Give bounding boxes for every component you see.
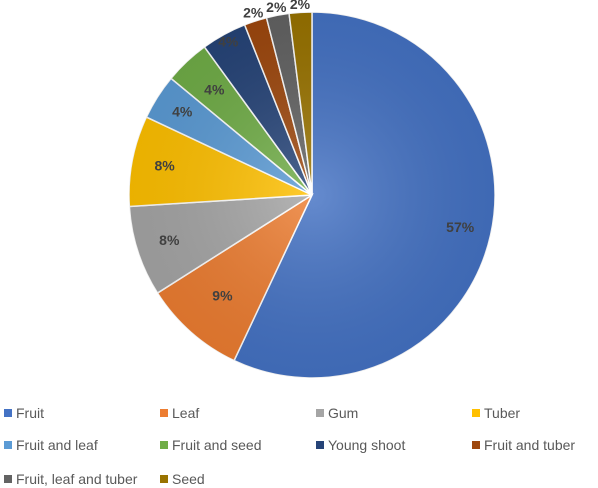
data-label: 57%	[446, 219, 475, 235]
data-label: 2%	[243, 5, 264, 21]
legend-label: Fruit and seed	[172, 437, 262, 453]
legend-item: Leaf	[160, 405, 199, 421]
legend-label: Fruit	[16, 405, 44, 421]
data-label: 4%	[218, 33, 239, 49]
legend-swatch	[316, 409, 324, 417]
legend-swatch	[4, 441, 12, 449]
legend-swatch	[160, 441, 168, 449]
legend-item: Young shoot	[316, 437, 405, 453]
data-labels: 57%9%8%8%4%4%4%2% 2% 2%	[154, 0, 474, 303]
legend-label: Fruit, leaf and tuber	[16, 471, 138, 487]
legend-item: Fruit and seed	[160, 437, 262, 453]
chart-legend: Fruit Leaf Gum Tuber Fruit and leaf Fruit and…	[0, 400, 598, 488]
legend-label: Leaf	[172, 405, 200, 421]
data-label: 2%	[290, 0, 311, 12]
legend-label: Fruit and tuber	[484, 437, 576, 453]
data-label: 8%	[154, 158, 175, 174]
legend-item: Fruit and tuber	[472, 437, 575, 453]
data-label: 9%	[212, 287, 233, 303]
legend-swatch	[160, 409, 168, 417]
legend-swatch	[160, 475, 168, 483]
legend-label: Fruit and leaf	[16, 437, 98, 453]
legend-swatch	[472, 409, 480, 417]
legend-label: Gum	[328, 405, 359, 421]
legend-label: Seed	[172, 471, 205, 487]
legend-label: Tuber	[484, 405, 521, 421]
legend-item: Fruit, leaf and tuber	[4, 471, 137, 487]
legend-item: Seed	[160, 471, 205, 487]
legend-swatch	[4, 409, 12, 417]
data-label: 8%	[159, 232, 180, 248]
data-label: 4%	[172, 103, 193, 119]
legend-label: Young shoot	[328, 437, 406, 453]
legend-item: Fruit and leaf	[4, 437, 98, 453]
legend-swatch	[472, 441, 480, 449]
legend-item: Fruit	[4, 405, 44, 421]
legend-swatch	[4, 475, 12, 483]
data-label: 4%	[204, 82, 225, 98]
legend-item: Tuber	[472, 405, 520, 421]
legend-swatch	[316, 441, 324, 449]
legend-item: Gum	[316, 405, 358, 421]
pie-slices	[128, 11, 496, 379]
data-label: 2%	[266, 0, 287, 15]
pie-chart: 57%9%8%8%4%4%4%2% 2% 2%	[128, 0, 496, 379]
